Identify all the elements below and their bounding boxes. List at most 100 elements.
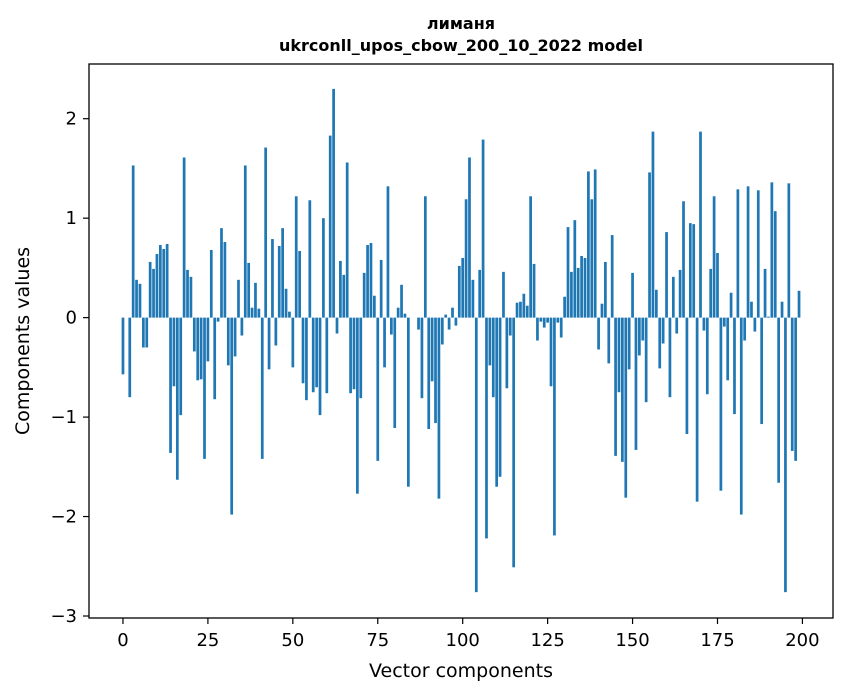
bar bbox=[699, 131, 702, 318]
bar bbox=[203, 317, 206, 459]
x-tick-label: 175 bbox=[700, 630, 734, 651]
x-tick-label: 25 bbox=[196, 630, 219, 651]
bar bbox=[189, 276, 193, 318]
bar bbox=[335, 317, 339, 334]
bar bbox=[175, 317, 179, 480]
bar bbox=[784, 317, 787, 593]
bar bbox=[464, 199, 468, 318]
bar bbox=[386, 186, 390, 318]
bar bbox=[559, 317, 563, 338]
bar bbox=[430, 317, 434, 382]
bar bbox=[440, 317, 444, 345]
bar bbox=[702, 317, 706, 331]
bar bbox=[566, 227, 570, 318]
bar bbox=[546, 317, 549, 323]
bar bbox=[366, 245, 369, 318]
bar bbox=[549, 317, 553, 387]
x-tick-label: 200 bbox=[785, 630, 819, 651]
bar bbox=[226, 317, 230, 366]
bar bbox=[651, 131, 655, 318]
bar bbox=[240, 317, 244, 336]
bar bbox=[671, 276, 675, 318]
bar bbox=[332, 88, 335, 318]
bar bbox=[644, 317, 648, 403]
y-tick-label: 1 bbox=[66, 208, 77, 229]
bar bbox=[311, 317, 315, 393]
bar bbox=[379, 259, 383, 318]
bar bbox=[675, 317, 679, 334]
bar bbox=[342, 274, 346, 318]
bar bbox=[539, 317, 543, 322]
y-axis-label: Components values bbox=[12, 247, 34, 435]
bar bbox=[131, 165, 135, 318]
bar bbox=[447, 317, 451, 330]
y-axis: −3 −2 −1 0 1 2 bbox=[50, 109, 89, 627]
bar bbox=[400, 284, 403, 318]
bar bbox=[478, 269, 482, 318]
bar bbox=[495, 317, 499, 487]
bar bbox=[529, 196, 532, 318]
y-tick-label: 2 bbox=[66, 109, 77, 130]
bar bbox=[570, 271, 573, 318]
bar bbox=[451, 307, 454, 318]
bar bbox=[553, 317, 556, 536]
bar bbox=[209, 249, 213, 318]
bar bbox=[406, 317, 410, 487]
bar bbox=[580, 255, 583, 318]
bar bbox=[230, 317, 234, 515]
bar bbox=[322, 218, 325, 318]
bar bbox=[284, 288, 288, 318]
bar bbox=[556, 317, 560, 323]
y-tick-label: −1 bbox=[50, 407, 77, 428]
bar bbox=[600, 303, 604, 318]
bar bbox=[604, 261, 607, 318]
bar bbox=[678, 269, 682, 318]
bar bbox=[223, 242, 227, 318]
bar bbox=[152, 268, 155, 318]
x-tick-label: 50 bbox=[281, 630, 304, 651]
bar bbox=[498, 317, 502, 477]
bar bbox=[491, 317, 495, 398]
bar bbox=[294, 196, 298, 318]
bar bbox=[206, 317, 210, 362]
bar bbox=[563, 296, 566, 318]
bar bbox=[668, 317, 672, 398]
bar bbox=[301, 317, 305, 384]
bar bbox=[634, 317, 638, 450]
bar bbox=[587, 171, 590, 318]
bar bbox=[542, 317, 546, 328]
bar bbox=[750, 301, 753, 318]
bar bbox=[288, 311, 291, 318]
bar bbox=[390, 317, 393, 335]
bar bbox=[481, 139, 485, 318]
bar bbox=[237, 279, 240, 318]
bar bbox=[145, 317, 149, 348]
bar bbox=[722, 317, 726, 327]
bar bbox=[631, 272, 634, 318]
bar bbox=[260, 317, 264, 459]
bar bbox=[233, 317, 237, 357]
bar bbox=[454, 317, 458, 326]
bar bbox=[736, 189, 740, 318]
bar bbox=[213, 317, 217, 400]
x-tick-label: 150 bbox=[615, 630, 649, 651]
bar bbox=[780, 301, 784, 318]
bar bbox=[695, 317, 699, 502]
bar bbox=[444, 314, 448, 318]
bar bbox=[787, 183, 791, 318]
bar bbox=[739, 317, 743, 515]
bar bbox=[318, 317, 322, 416]
plot-area-frame bbox=[88, 63, 834, 619]
bar bbox=[770, 182, 774, 318]
bar bbox=[291, 317, 295, 368]
bar bbox=[359, 317, 363, 399]
bar bbox=[522, 293, 526, 318]
bar bbox=[148, 261, 152, 318]
bar bbox=[417, 317, 420, 330]
bar bbox=[661, 317, 665, 344]
bar bbox=[797, 290, 801, 318]
bar-series bbox=[121, 88, 801, 593]
bar bbox=[733, 317, 736, 415]
bar bbox=[488, 317, 492, 366]
bar bbox=[597, 317, 600, 350]
